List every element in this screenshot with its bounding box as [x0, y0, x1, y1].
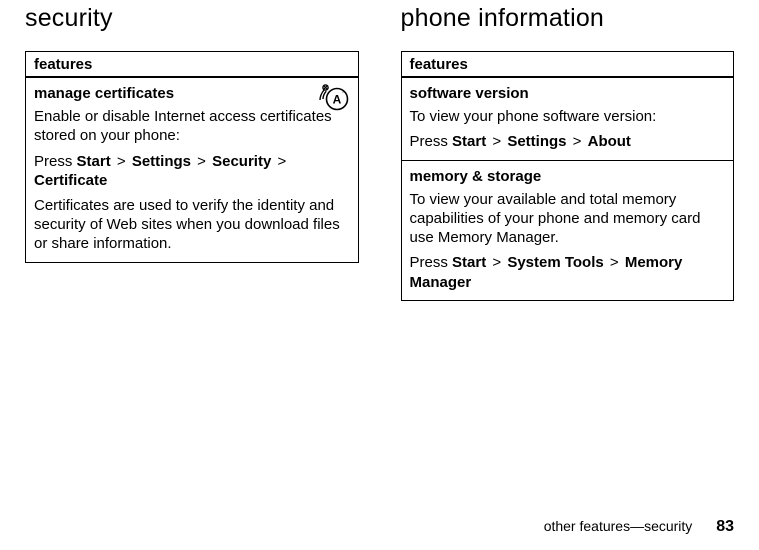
path-about: About	[588, 133, 631, 150]
path-sep: >	[195, 153, 208, 170]
page-footer: other features—security 83	[544, 518, 734, 536]
path-sep: >	[608, 254, 621, 271]
software-version-path: Press Start > Settings > About	[410, 132, 726, 151]
press-label: Press	[34, 153, 77, 170]
manage-certificates-desc2: Certificates are used to verify the iden…	[34, 196, 350, 254]
path-sep: >	[571, 133, 584, 150]
icon-letter: A	[332, 93, 341, 107]
memory-storage-path: Press Start > System Tools > Memory Mana…	[410, 253, 726, 291]
right-column: phone information features software vers…	[401, 4, 735, 301]
security-heading: security	[25, 4, 359, 33]
phone-info-heading: phone information	[401, 4, 735, 33]
manage-certificates-title: manage certificates	[34, 84, 350, 103]
software-version-title: software version	[410, 84, 726, 103]
path-settings: Settings	[507, 133, 566, 150]
svg-text:': '	[342, 92, 343, 98]
memory-storage-cell: memory & storage To view your available …	[402, 160, 734, 300]
manage-certificates-path: Press Start > Settings > Security > Cert…	[34, 152, 350, 190]
page-columns: security features A ' manage	[0, 0, 759, 301]
path-sep: >	[115, 153, 128, 170]
path-start: Start	[452, 133, 486, 150]
network-a-icon: A '	[318, 82, 352, 112]
path-settings: Settings	[132, 153, 191, 170]
left-column: security features A ' manage	[25, 4, 359, 301]
software-version-cell: software version To view your phone soft…	[402, 78, 734, 160]
press-label: Press	[410, 254, 453, 271]
path-security: Security	[212, 153, 271, 170]
security-feature-box: features A ' manage certificates	[25, 51, 359, 263]
manage-certificates-cell: A ' manage certificates Enable or disabl…	[26, 78, 358, 262]
path-certificate: Certificate	[34, 172, 107, 189]
manage-certificates-desc1: Enable or disable Internet access certif…	[34, 107, 350, 145]
path-start: Start	[77, 153, 111, 170]
memory-storage-title: memory & storage	[410, 167, 726, 186]
path-sep: >	[490, 133, 503, 150]
path-sep: >	[275, 153, 288, 170]
press-label: Press	[410, 133, 453, 150]
path-system-tools: System Tools	[507, 254, 603, 271]
page-number: 83	[716, 518, 734, 535]
features-header-right: features	[402, 52, 734, 78]
features-header-left: features	[26, 52, 358, 78]
memory-storage-desc: To view your available and total memory …	[410, 190, 726, 248]
path-sep: >	[490, 254, 503, 271]
phone-info-feature-box: features software version To view your p…	[401, 51, 735, 301]
path-start: Start	[452, 254, 486, 271]
software-version-desc: To view your phone software version:	[410, 107, 726, 126]
footer-text: other features—security	[544, 518, 693, 534]
